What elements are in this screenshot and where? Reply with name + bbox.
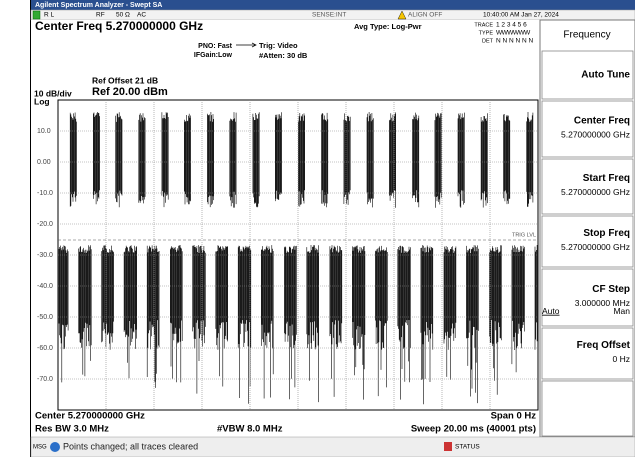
y-tick-label: -20.0 [37,221,53,228]
y-tick-label: -40.0 [37,283,53,290]
softkey[interactable] [541,100,634,158]
y-tick-label: 0.00 [37,159,51,166]
softkey[interactable] [541,158,634,215]
softkey-label: Center Freq [574,116,630,127]
softkey-value: 0 Hz [613,354,630,364]
status-align: ALIGN OFF [408,12,442,19]
y-tick-label: 10.0 [37,128,51,135]
title-bar-text: Agilent Spectrum Analyzer - Swept SA [35,2,162,9]
status-rf: RF [96,12,105,19]
msg-label: MSG [33,445,47,451]
softkey-value: 5.270000000 GHz [561,187,630,197]
status-text: STATUS [455,444,480,451]
y-tick-label: -10.0 [37,190,53,197]
log-label: Log [34,96,50,106]
status-icon [444,442,452,451]
status-datetime: 10:40:00 AM Jan 27, 2024 [483,12,559,19]
trig-arrow [236,42,257,48]
alert-icon [397,10,407,20]
footer-vbw: #VBW 8.0 MHz [217,424,283,435]
type-label: TYPE [479,30,494,36]
softkey[interactable] [541,380,634,437]
center-freq-header: Center Freq 5.270000000 GHz [35,19,203,33]
softkey-label: Freq Offset [577,340,631,351]
trace-label: TRACE [474,22,493,28]
title-bar [31,0,635,10]
pno: PNO: Fast [198,43,233,50]
atten: #Atten: 30 dB [259,51,308,60]
softkey[interactable] [541,268,634,327]
type-val: WWWWWW [496,30,531,37]
status-coupling: AC [137,12,146,19]
status-rl: R L [44,12,55,19]
softkey-value: 5.270000000 GHz [561,129,630,139]
ref-offset: Ref Offset 21 dB [92,75,158,85]
footer-span: Span 0 Hz [491,411,537,422]
softkey-option: Auto [542,306,560,316]
softkey[interactable] [541,215,634,268]
softkey[interactable] [541,50,634,100]
scale: 10 dB/div [34,88,72,98]
message-bar [30,436,635,457]
softkey-label: CF Step [592,284,630,295]
det-label: DET [482,38,494,44]
softkey-value: 5.270000000 GHz [561,242,630,252]
y-tick-label: -60.0 [37,345,53,352]
softkey-label: Auto Tune [581,70,630,81]
trace-nums: 1 2 3 4 5 6 [496,22,527,29]
ref-level: Ref 20.00 dBm [92,86,168,98]
menu-title: Frequency [563,30,610,41]
status-sense: SENSE:INT [312,12,346,19]
det-val: N N N N N N [496,38,534,45]
softkey-label: Start Freq [583,173,630,184]
footer-sweep: Sweep 20.00 ms (40001 pts) [411,424,536,435]
status-impedance: 50 Ω [116,12,130,19]
msg-text: Points changed; all traces cleared [63,441,198,451]
lxi-icon [32,10,41,20]
trig-lvl: TRIG LVL [512,232,536,238]
softkey-value: 3.000000 MHz [575,298,630,308]
footer-center: Center 5.270000000 GHz [35,411,145,422]
footer-res-bw: Res BW 3.0 MHz [35,424,109,435]
avg-type: Avg Type: Log-Pwr [354,22,422,31]
y-tick-label: -50.0 [37,314,53,321]
trig: Trig: Video [259,41,298,50]
softkey-label: Stop Freq [583,228,630,239]
info-icon [50,442,60,452]
ifgain: IFGain:Low [194,52,233,59]
y-tick-label: -70.0 [37,376,53,383]
softkey-option: Man [613,306,630,316]
y-tick-label: -30.0 [37,252,53,259]
softkey[interactable] [541,327,634,380]
